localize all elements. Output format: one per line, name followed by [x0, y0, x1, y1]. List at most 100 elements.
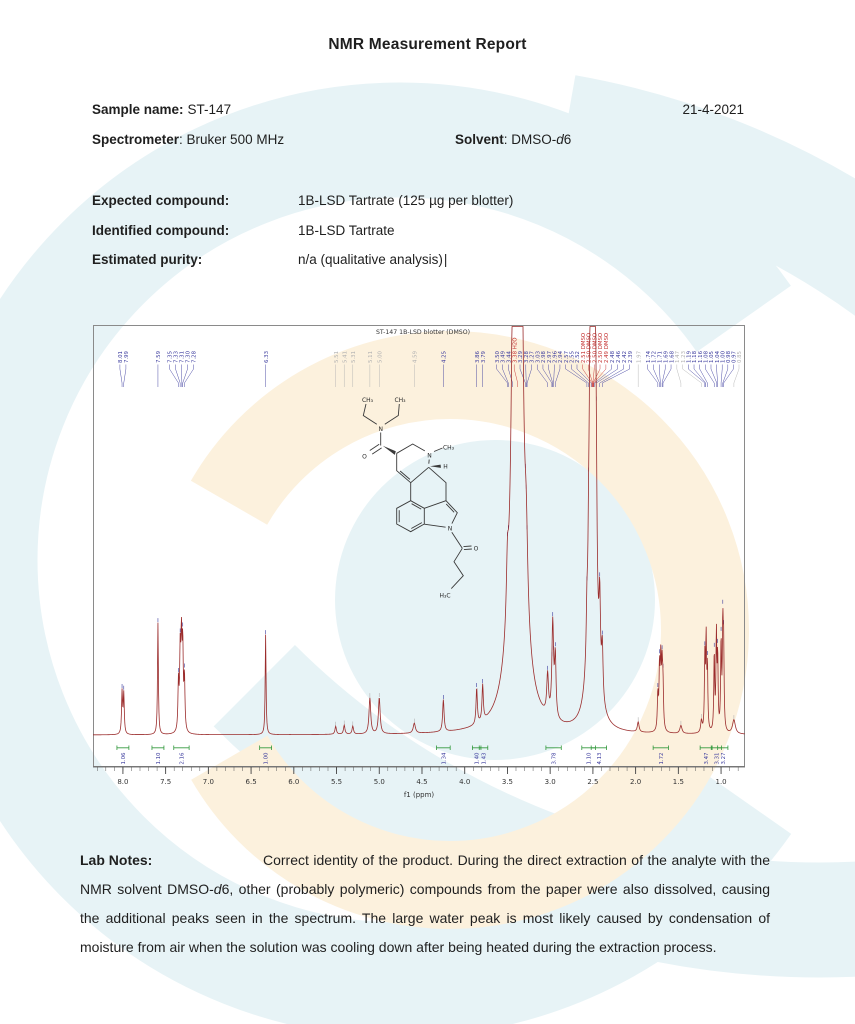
peak-label: 2.46: [616, 350, 622, 363]
x-axis-tick-label: 5.5: [331, 778, 342, 786]
peak-label: 1.05: [709, 351, 715, 363]
identified-compound-row: Identified compound: 1B-LSD Tartrate: [92, 223, 395, 238]
peak-label: 2.97: [547, 351, 553, 363]
integral-value: 2.16: [179, 752, 185, 765]
nmr-spectrum-chart: CH₃ CH₃ N O N CH₃ H N O H₃C ST-147 1B-LS…: [93, 325, 745, 808]
peak-label: 3.44: [507, 350, 513, 363]
peak-label: 7.28: [192, 350, 198, 363]
peak-label: 2.39: [628, 350, 634, 363]
peak-label: 1.08: [704, 350, 710, 363]
integral-value: 3.47: [704, 753, 710, 765]
atom-label-n-ring: N: [427, 453, 432, 460]
peak-label: 2.96: [552, 350, 558, 363]
integral-value: 1.00: [264, 752, 270, 765]
solvent-row: Solvent: DMSO-d6: [455, 132, 571, 147]
peak-label: 1.69: [663, 350, 669, 363]
integral-value: 3.31: [714, 753, 720, 765]
chemical-structure: CH₃ CH₃ N O N CH₃ H N O H₃C: [362, 397, 479, 600]
peak-label: 1.23: [681, 351, 687, 363]
peak-label: 0.97: [732, 351, 738, 363]
peak-label: 3.28: [524, 350, 530, 363]
peak-label: 7.31: [180, 351, 186, 363]
peak-label: 7.35: [168, 351, 174, 363]
peak-label: 1.68: [669, 350, 675, 363]
sample-name-value: ST-147: [187, 102, 232, 117]
sample-name-row: Sample name: ST-147: [92, 102, 231, 117]
peak-label: 6.33: [264, 351, 270, 363]
integral-value: 3.78: [552, 752, 558, 765]
lab-notes-text-2: 6, other (probably polymeric) compounds …: [80, 881, 770, 955]
peak-label: 1.16: [698, 350, 704, 363]
report-date: 21-4-2021: [682, 102, 744, 117]
identified-compound-label: Identified compound:: [92, 223, 230, 238]
peak-label: 2.50 DMSO: [598, 333, 604, 363]
integral-value: 4.13: [597, 753, 603, 765]
x-axis-tick-label: 7.0: [203, 778, 214, 786]
integral-value: 3.27: [721, 753, 727, 765]
x-axis-title: f1 (ppm): [404, 791, 435, 799]
x-axis-tick-label: 4.5: [416, 778, 427, 786]
x-axis-tick-label: 3.5: [502, 778, 513, 786]
watermark-peach-ring: [151, 331, 749, 929]
peak-label: 1.00: [720, 350, 726, 363]
peak-label: 2.51 DMSO: [581, 333, 587, 363]
x-axis-tick-label: 5.0: [374, 778, 385, 786]
watermark-teal-ring: [0, 82, 855, 1024]
atom-label-o-amide: O: [362, 454, 367, 461]
expected-compound-value: 1B-LSD Tartrate (125 µg per blotter): [298, 193, 514, 208]
solvent-label: Solvent: [455, 132, 504, 147]
peak-label: 3.86: [475, 350, 481, 363]
integral-value: 1.10: [587, 752, 593, 765]
atom-label-n-methyl: CH₃: [443, 445, 455, 452]
integral-value: 1.40: [475, 752, 481, 765]
solvent-value-prefix: : DMSO-: [503, 132, 557, 147]
x-axis-tick-label: 1.0: [716, 778, 727, 786]
peak-label: 7.33: [174, 351, 180, 363]
peak-label: 5.41: [342, 351, 348, 363]
peak-label: 3.38 H2O: [512, 338, 518, 363]
peak-label: 7.59: [156, 350, 162, 363]
x-axis-tick-label: 7.5: [160, 778, 171, 786]
peak-label: 2.94: [558, 350, 564, 363]
peak-label: 1.18: [692, 350, 698, 363]
peak-label: 1.74: [646, 350, 652, 363]
peak-label: 1.97: [636, 351, 642, 363]
text-cursor: |: [443, 252, 448, 267]
peak-label: 2.50 DMSO: [592, 333, 598, 363]
peak-label: 1.47: [675, 351, 681, 363]
spectrometer-row: Spectrometer: Bruker 500 MHz: [92, 132, 284, 147]
peak-label: 3.50: [495, 350, 501, 363]
integral-value: 1.43: [482, 753, 488, 765]
x-axis-tick-label: 2.5: [587, 778, 598, 786]
peak-label: 2.42: [622, 351, 628, 363]
integral-value: 1.10: [156, 752, 162, 765]
peak-label: 3.27: [530, 351, 536, 363]
x-axis-tick-label: 2.0: [630, 778, 641, 786]
expected-compound-label: Expected compound:: [92, 193, 230, 208]
atom-label-n-amide: N: [378, 426, 383, 433]
lab-notes: Lab Notes: Correct identity of the produc…: [80, 846, 770, 962]
atom-label-ch3-right: CH₃: [394, 397, 406, 404]
peak-label: 7.99: [124, 350, 130, 363]
peak-label: 3.03: [535, 351, 541, 363]
lab-notes-text-1: Correct identity of the product. During …: [80, 852, 770, 897]
peak-label: 4.25: [442, 351, 448, 363]
expected-compound-row: Expected compound: 1B-LSD Tartrate (125 µ…: [92, 193, 513, 208]
estimated-purity-value: n/a (qualitative analysis): [298, 252, 443, 267]
x-axis-tick-label: 8.0: [117, 778, 128, 786]
peak-label: 2.55: [570, 351, 576, 363]
peak-label: 3.49: [501, 350, 507, 363]
identified-compound-value: 1B-LSD Tartrate: [298, 223, 395, 238]
atom-label-h-stereo: H: [443, 464, 448, 471]
peak-label: 7.30: [186, 350, 192, 363]
spectrometer-value: : Bruker 500 MHz: [179, 132, 285, 147]
peak-label: 8.01: [118, 351, 124, 363]
peak-label: 1.19: [687, 350, 693, 363]
peak-label: 5.00: [377, 350, 383, 363]
estimated-purity-label: Estimated purity:: [92, 252, 203, 267]
lab-notes-label: Lab Notes:: [80, 852, 153, 868]
peak-label: 0.85: [737, 351, 743, 363]
x-axis-tick-label: 6.5: [246, 778, 257, 786]
peak-label: 2.57: [564, 351, 570, 363]
